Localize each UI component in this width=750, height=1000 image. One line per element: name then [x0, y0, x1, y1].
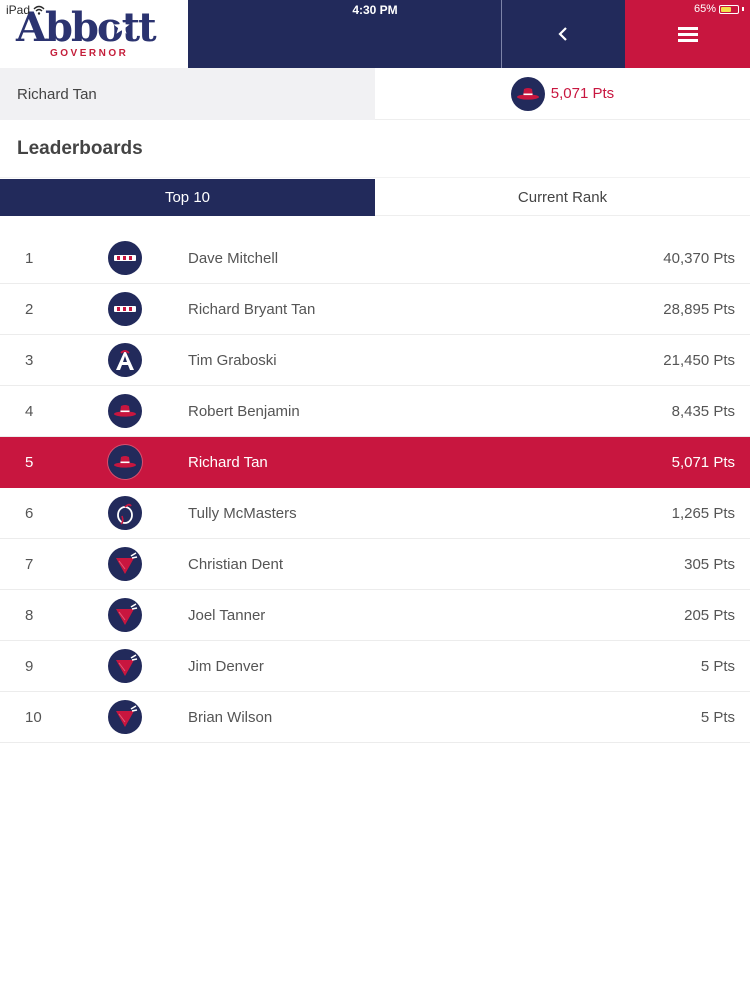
player-points: 1,265 Pts — [671, 504, 735, 522]
player-points: 40,370 Pts — [663, 249, 735, 267]
user-avatar — [510, 76, 545, 111]
player-avatar — [108, 649, 142, 683]
player-avatar — [108, 547, 142, 581]
leaderboard-list: 1 Dave Mitchell 40,370 Pts 2 Richard Bry… — [0, 233, 750, 743]
player-name: Dave Mitchell — [188, 249, 279, 267]
player-points: 5 Pts — [700, 708, 735, 726]
bandana-icon — [116, 603, 138, 625]
user-points-value: 5,071 Pts — [550, 85, 615, 102]
leaderboard-row[interactable]: 10 Brian Wilson 5 Pts — [0, 692, 750, 743]
leaderboard-tabs: Top 10 Current Rank — [0, 179, 750, 216]
leaderboard-row[interactable]: 8 Joel Tanner 205 Pts — [0, 590, 750, 641]
player-avatar — [108, 241, 142, 275]
hat-icon — [114, 456, 136, 468]
player-avatar — [108, 496, 142, 530]
menu-button[interactable] — [625, 0, 750, 68]
player-points: 28,895 Pts — [663, 300, 735, 318]
star-icon — [113, 18, 130, 34]
rank-number: 2 — [25, 300, 34, 318]
bandana-icon — [116, 552, 138, 574]
page-title: Leaderboards — [0, 120, 750, 178]
bandana-icon — [116, 705, 138, 727]
hat-icon — [114, 405, 136, 417]
current-user-name: Richard Tan — [0, 68, 375, 120]
tab-current-rank[interactable]: Current Rank — [375, 179, 750, 216]
app-header: Abbott GOVERNOR — [0, 0, 750, 68]
lasso-icon — [117, 503, 133, 525]
a-badge-icon — [116, 350, 134, 370]
leaderboard-row[interactable]: 3 Tim Graboski 21,450 Pts — [0, 335, 750, 386]
leaderboard-row[interactable]: 9 Jim Denver 5 Pts — [0, 641, 750, 692]
player-points: 8,435 Pts — [671, 402, 735, 420]
rank-number: 3 — [25, 351, 34, 369]
rank-number: 4 — [25, 402, 34, 420]
leaderboard-row[interactable]: 6 Tully McMasters 1,265 Pts — [0, 488, 750, 539]
rank-number: 5 — [25, 453, 34, 471]
player-name: Jim Denver — [188, 657, 264, 675]
leaderboard-row[interactable]: 2 Richard Bryant Tan 28,895 Pts — [0, 284, 750, 335]
back-button[interactable] — [501, 0, 624, 68]
player-avatar — [108, 343, 142, 377]
player-points: 21,450 Pts — [663, 351, 735, 369]
boot-icon — [114, 306, 136, 312]
rank-number: 10 — [25, 708, 42, 726]
player-points: 205 Pts — [684, 606, 735, 624]
logo-wordmark: Abbott — [16, 4, 157, 51]
player-name: Joel Tanner — [188, 606, 266, 624]
logo[interactable]: Abbott GOVERNOR — [0, 0, 188, 68]
player-avatar — [108, 292, 142, 326]
player-name: Richard Tan — [188, 453, 268, 471]
hat-icon — [516, 87, 539, 100]
rank-number: 9 — [25, 657, 34, 675]
tab-top-10[interactable]: Top 10 — [0, 179, 375, 216]
chevron-left-icon — [558, 27, 567, 41]
player-name: Brian Wilson — [188, 708, 273, 726]
current-user-points: 5,071 Pts — [375, 68, 750, 120]
player-points: 5,071 Pts — [671, 453, 735, 471]
leaderboard-row[interactable]: 1 Dave Mitchell 40,370 Pts — [0, 233, 750, 284]
rank-number: 6 — [25, 504, 34, 522]
rank-number: 8 — [25, 606, 34, 624]
player-points: 5 Pts — [700, 657, 735, 675]
logo-subtitle: GOVERNOR — [50, 48, 129, 59]
rank-number: 7 — [25, 555, 34, 573]
player-name: Christian Dent — [188, 555, 284, 573]
player-name: Richard Bryant Tan — [188, 300, 316, 318]
boot-icon — [114, 255, 136, 261]
player-avatar — [108, 598, 142, 632]
player-avatar — [108, 445, 142, 479]
leaderboard-row[interactable]: 7 Christian Dent 305 Pts — [0, 539, 750, 590]
user-bar: Richard Tan 5,071 Pts — [0, 68, 750, 120]
player-avatar — [108, 394, 142, 428]
leaderboard-row[interactable]: 4 Robert Benjamin 8,435 Pts — [0, 386, 750, 437]
rank-number: 1 — [25, 249, 34, 267]
bandana-icon — [116, 654, 138, 676]
hamburger-icon — [677, 24, 698, 45]
player-name: Robert Benjamin — [188, 402, 300, 420]
player-avatar — [108, 700, 142, 734]
leaderboard-row[interactable]: 5 Richard Tan 5,071 Pts — [0, 437, 750, 488]
player-points: 305 Pts — [684, 555, 735, 573]
player-name: Tully McMasters — [188, 504, 297, 522]
player-name: Tim Graboski — [188, 351, 277, 369]
